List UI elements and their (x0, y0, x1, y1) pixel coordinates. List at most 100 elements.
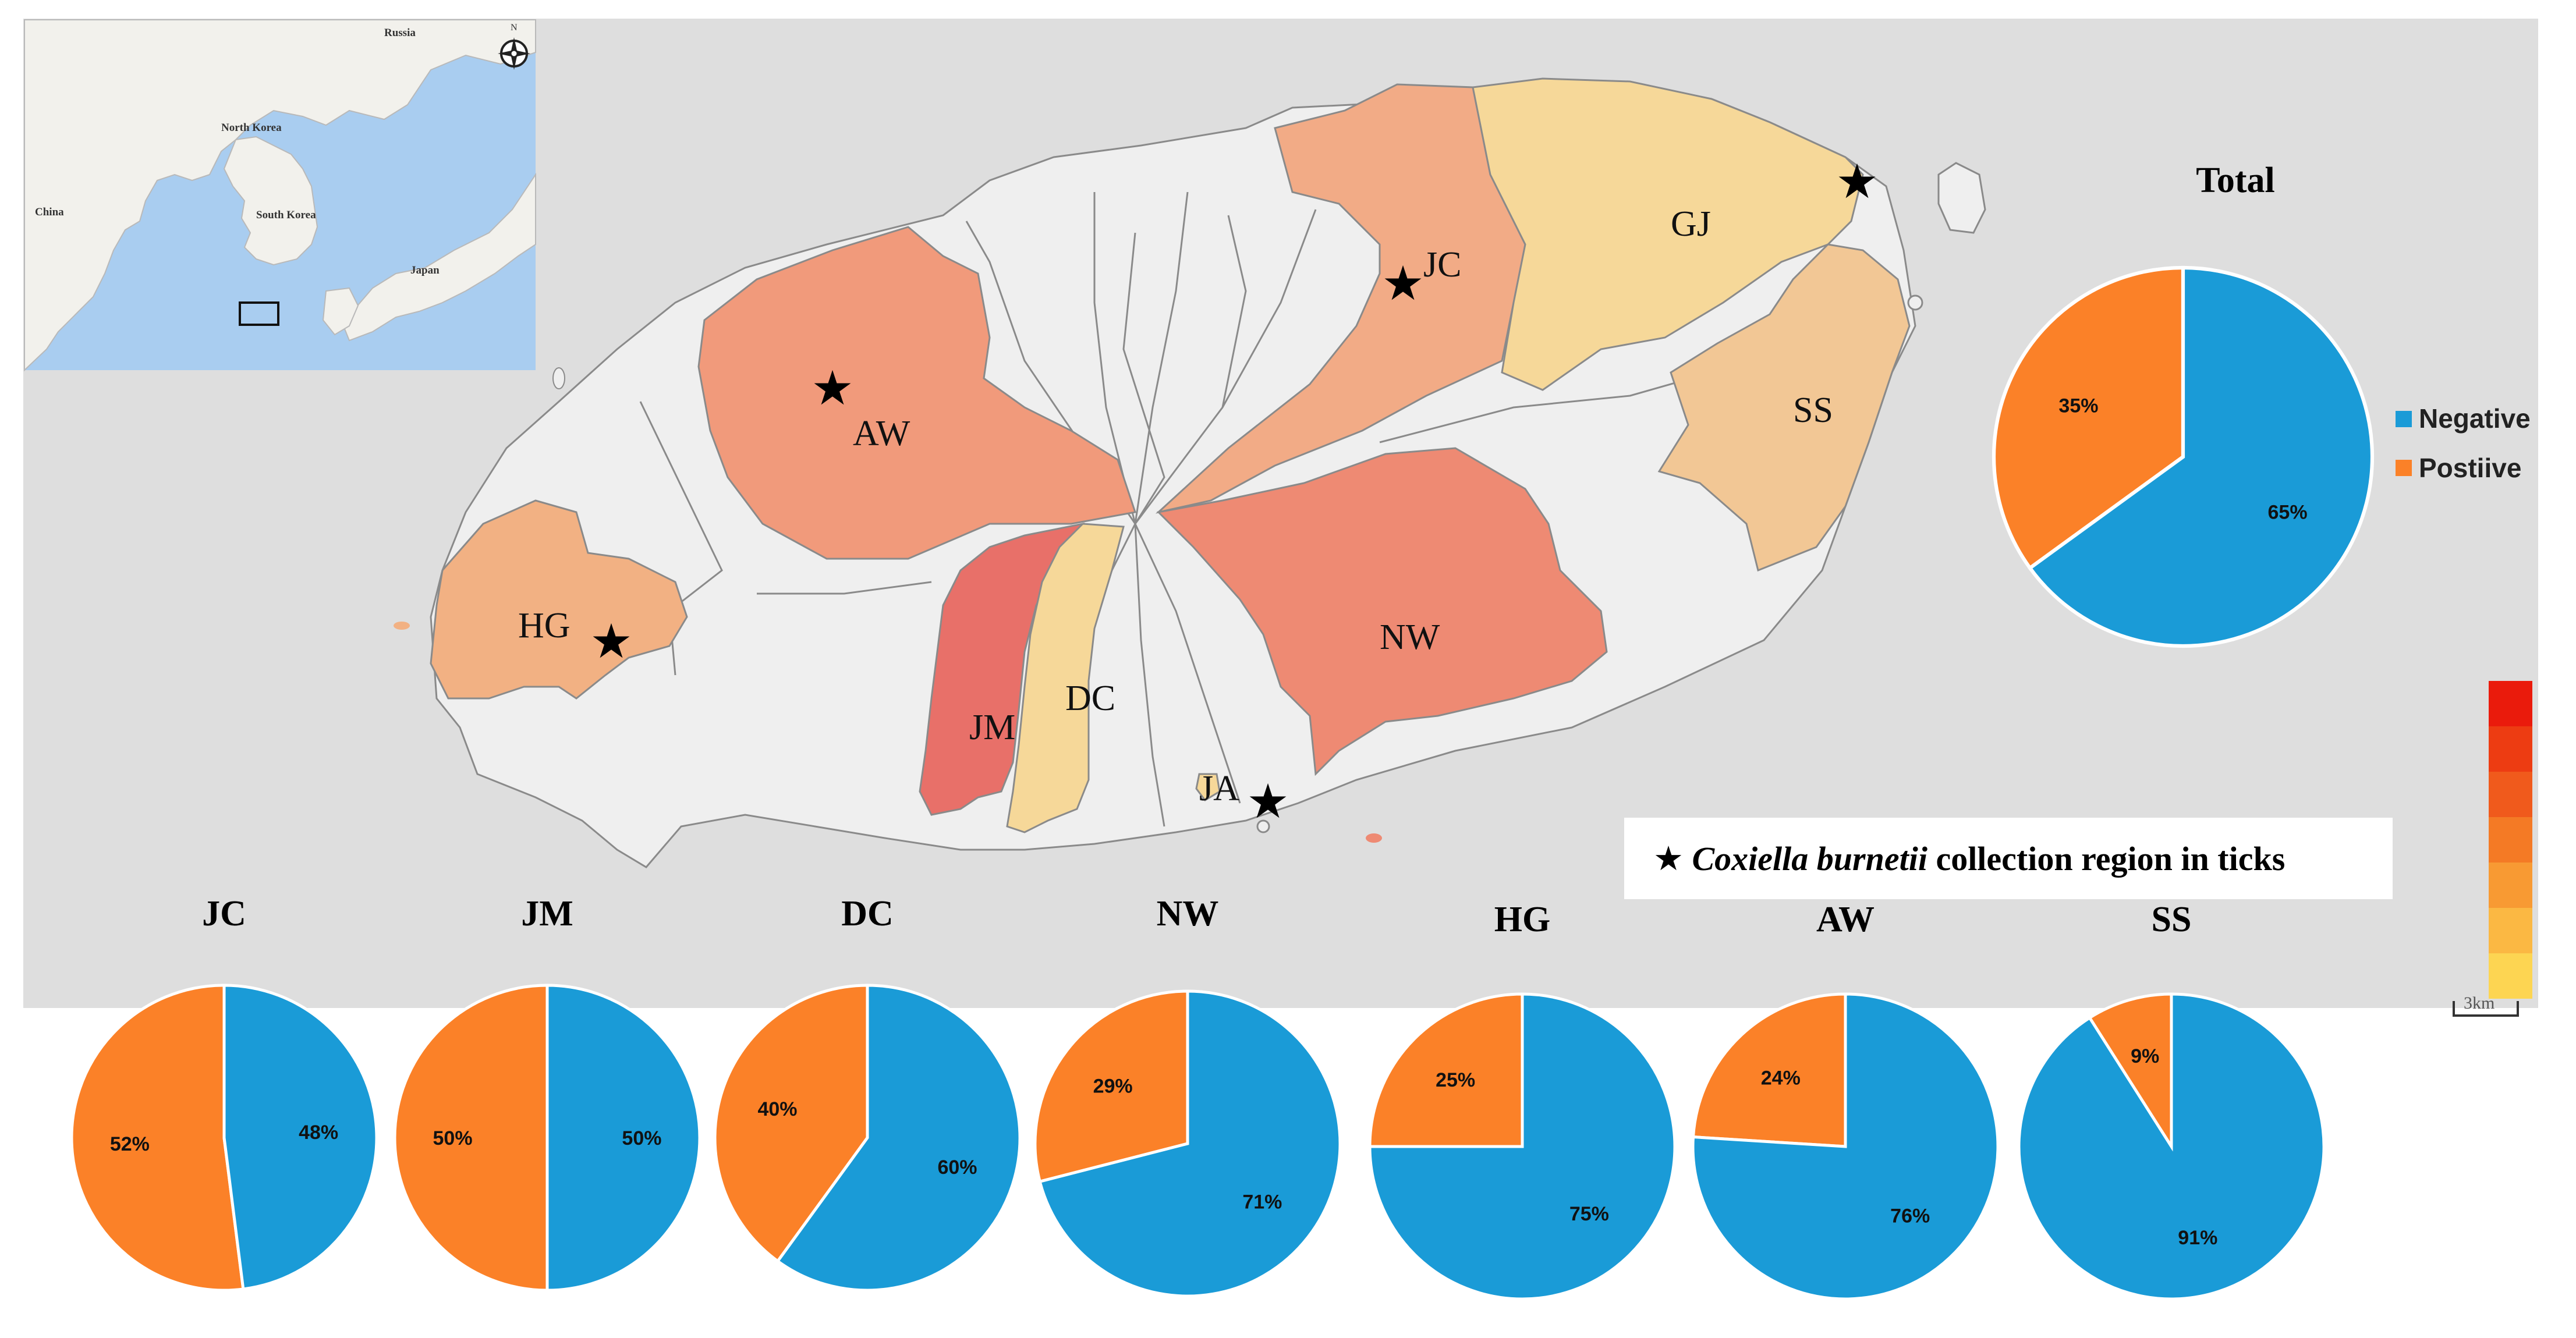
inset-jeju-box (239, 301, 279, 326)
pie-label-negative: 50% (622, 1127, 661, 1149)
islet-east (1907, 294, 1923, 311)
color-scale-step (2489, 726, 2532, 772)
pie-label-negative: 60% (937, 1156, 977, 1179)
pie-ss: SS 91% 9% (2017, 900, 2326, 1301)
star-legend-box (1624, 818, 2393, 899)
compass-icon (498, 37, 530, 70)
pie-title-hg: HG (1494, 900, 1550, 939)
star-icon-hg: ★ (590, 615, 633, 668)
region-label-ja: JA (1199, 769, 1239, 808)
pie-title-total: Total (2196, 161, 2275, 200)
pie-label-positive: 9% (2131, 1045, 2159, 1067)
islet-red (1366, 833, 1382, 843)
legend-negative-swatch (2396, 411, 2412, 427)
scale-bar-label: 3km (2464, 993, 2494, 1013)
star-legend: ★ Coxiella burnetii collection region in… (1624, 818, 2393, 899)
region-label-ss: SS (1793, 391, 1833, 430)
islet-west (394, 622, 410, 630)
color-scale-step (2489, 953, 2532, 999)
pie-aw: AW 76% 24% (1691, 900, 2000, 1301)
star-icon: ★ (1653, 840, 1692, 878)
region-label-nw: NW (1380, 617, 1440, 657)
inset-korean-peninsula (223, 136, 318, 266)
pie-dc: DC 60% 40% (713, 894, 1022, 1292)
pie-slice-positive (713, 984, 869, 1264)
legend-positive-swatch (2396, 460, 2412, 476)
pie-title-aw: AW (1816, 900, 1875, 939)
pie-slice-positive (70, 984, 245, 1292)
inset-label-japan: Japan (410, 264, 440, 276)
pie-slice-positive (1691, 992, 1847, 1148)
pie-slice-negative (775, 984, 1022, 1292)
star-legend-space (1927, 840, 1936, 878)
jeju-map: JC GJ AW SS HG NW JM DC JA ★ ★ ★ ★ ★ (394, 77, 1986, 868)
pie-title-jm: JM (521, 894, 573, 934)
pie-nw: NW 71% 29% (1033, 894, 1342, 1298)
legend-positive-label: Postiive (2419, 453, 2521, 483)
region-label-hg: HG (518, 606, 571, 645)
color-scale-step (2489, 908, 2532, 953)
pie-slice-positive (393, 984, 549, 1292)
pie-label-positive: 29% (1093, 1075, 1133, 1097)
region-aw[interactable] (697, 226, 1136, 560)
star-icon-jc: ★ (1381, 257, 1425, 310)
inset-map: Russia North Korea South Korea China Jap… (24, 19, 536, 372)
star-legend-rest: collection region in ticks (1936, 840, 2285, 878)
color-scale-step (2489, 863, 2532, 908)
inset-kyushu (322, 287, 359, 336)
pie-title-jc: JC (202, 894, 246, 934)
pie-label-negative: 48% (299, 1121, 338, 1144)
region-hg[interactable] (430, 499, 688, 700)
inset-label-china: China (35, 206, 64, 218)
pie-slice-negative (545, 984, 701, 1292)
pie-title-dc: DC (841, 894, 894, 934)
pie-jm: JM 50% 50% (393, 894, 701, 1292)
inset-japan (342, 172, 536, 342)
pie-slice-positive (1992, 265, 2185, 571)
region-label-aw: AW (853, 414, 910, 453)
district-borders (639, 191, 1712, 833)
region-ja[interactable] (1195, 773, 1221, 801)
pie-slice-negative (2017, 992, 2326, 1301)
pie-legend: Negative Postiive (2396, 403, 2531, 483)
pie-label-positive: 52% (110, 1133, 150, 1155)
pie-slice-positive (1033, 989, 1189, 1184)
islet-south (1256, 819, 1270, 833)
color-scale-step (2489, 817, 2532, 863)
star-legend-species: Coxiella burnetii (1692, 840, 1927, 878)
region-ss[interactable] (1657, 243, 1911, 572)
pie-jc: JC 48% 52% (70, 894, 378, 1292)
pie-slice-negative (222, 984, 378, 1291)
region-nw[interactable] (1156, 447, 1608, 776)
legend-negative-label: Negative (2419, 403, 2531, 434)
pie-label-positive: 24% (1761, 1067, 1801, 1089)
pie-label-negative: 65% (2268, 501, 2308, 523)
pie-hg: HG 75% 25% (1368, 900, 1677, 1301)
region-label-jc: JC (1423, 245, 1461, 285)
pie-slice-negative (1038, 989, 1342, 1298)
region-dc[interactable] (1006, 523, 1125, 833)
star-legend-text: ★ Coxiella burnetii collection region in… (1653, 840, 2285, 878)
pie-label-negative: 76% (1890, 1205, 1930, 1227)
scale-bar: 3km (2453, 993, 2519, 1017)
pie-slice-positive (1368, 992, 1524, 1148)
inset-label-south-korea: South Korea (256, 209, 316, 221)
pie-label-positive: 35% (2058, 395, 2098, 417)
inset-label-north-korea: North Korea (221, 122, 282, 134)
pie-label-negative: 75% (1569, 1203, 1609, 1225)
pie-label-negative: 71% (1242, 1191, 1282, 1213)
inset-mainland-asia (24, 19, 536, 372)
islet-udo (1937, 162, 1986, 234)
pie-total: Total 65% 35% (1992, 161, 2375, 648)
pie-title-nw: NW (1157, 894, 1219, 934)
star-icon-ja: ★ (1246, 775, 1289, 828)
star-icon-aw: ★ (811, 362, 854, 415)
pie-slice-negative (1368, 992, 1677, 1301)
star-icon-gj: ★ (1836, 155, 1879, 208)
region-label-jm: JM (969, 708, 1015, 747)
pie-slice-negative (1691, 992, 2000, 1301)
compass-north-label: N (511, 23, 518, 33)
pie-label-positive: 50% (433, 1127, 473, 1149)
region-gj[interactable] (1472, 77, 1864, 391)
